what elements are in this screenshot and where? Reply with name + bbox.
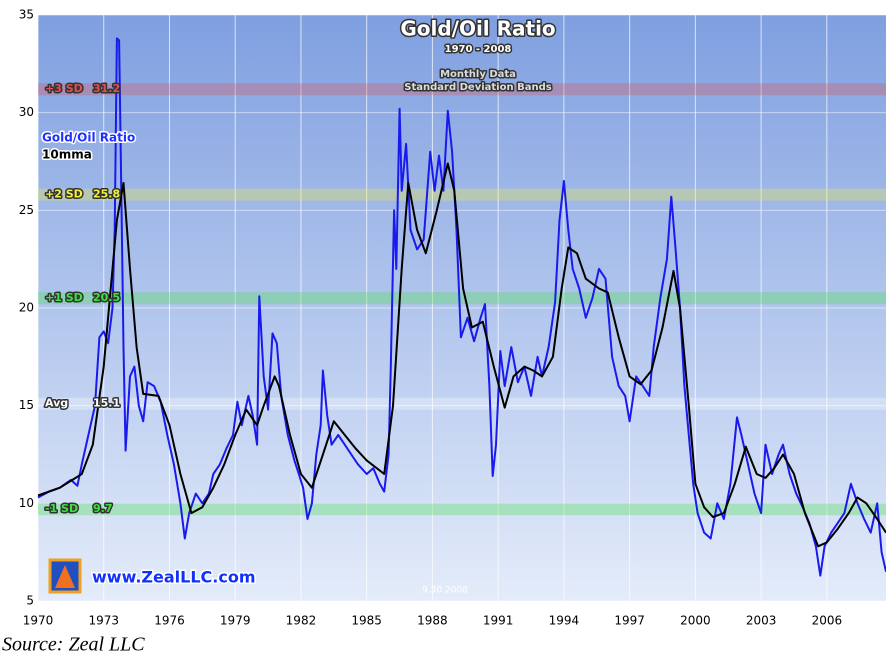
source: Source: Zeal LLC <box>2 634 145 656</box>
annotation: Standard Deviation Bands <box>404 82 551 93</box>
x-tick-label: 2006 <box>812 614 843 628</box>
annotation: Monthly Data <box>440 69 516 80</box>
band-label: Avg <box>45 397 68 410</box>
sd-band <box>38 83 886 96</box>
x-tick-label: 1973 <box>88 614 119 628</box>
x-tick-label: 1982 <box>286 614 317 628</box>
series-line <box>37 37 886 577</box>
y-tick-label: 25 <box>19 203 34 217</box>
x-tick-label: 2003 <box>746 614 777 628</box>
band-label: +3 SD <box>45 82 83 95</box>
y-tick-label: 5 <box>26 594 34 608</box>
logo-icon <box>55 565 75 588</box>
band-label: +1 SD <box>45 291 83 304</box>
legend-label: 10mma <box>42 148 92 162</box>
series-line <box>37 162 886 548</box>
chart-title: Gold/Oil Ratio <box>400 17 555 41</box>
y-tick-label: 15 <box>19 398 34 412</box>
band-label: +2 SD <box>45 188 83 201</box>
band-label: -1 SD <box>45 502 78 515</box>
x-tick-label: 2000 <box>680 614 711 628</box>
band-value: 31.2 <box>93 82 120 95</box>
band-value: 20.5 <box>93 291 120 304</box>
logo-text: www.ZealLLC.com <box>92 568 256 587</box>
x-tick-label: 1997 <box>614 614 645 628</box>
x-tick-label: 1994 <box>549 614 580 628</box>
y-tick-label: 20 <box>19 301 34 315</box>
x-tick-label: 1976 <box>154 614 185 628</box>
x-tick-label: 1991 <box>483 614 514 628</box>
sd-band <box>38 188 886 201</box>
y-tick-label: 35 <box>19 8 34 22</box>
band-value: 25.8 <box>93 188 120 201</box>
y-tick-label: 30 <box>19 105 34 119</box>
x-tick-label: 1988 <box>417 614 448 628</box>
sd-band <box>38 397 886 410</box>
sd-band <box>38 503 886 516</box>
x-tick-label: 1979 <box>220 614 251 628</box>
x-tick-label: 1985 <box>351 614 382 628</box>
legend-label: Gold/Oil Ratio <box>42 131 135 145</box>
band-value: 9.7 <box>93 502 113 515</box>
x-tick-label: 1970 <box>23 614 54 628</box>
band-value: 15.1 <box>93 397 120 410</box>
date-label: 9.30.2008 <box>422 586 468 596</box>
sd-band <box>38 292 886 305</box>
y-tick-label: 10 <box>19 496 34 510</box>
subtitle: 1970 - 2008 <box>445 44 512 55</box>
